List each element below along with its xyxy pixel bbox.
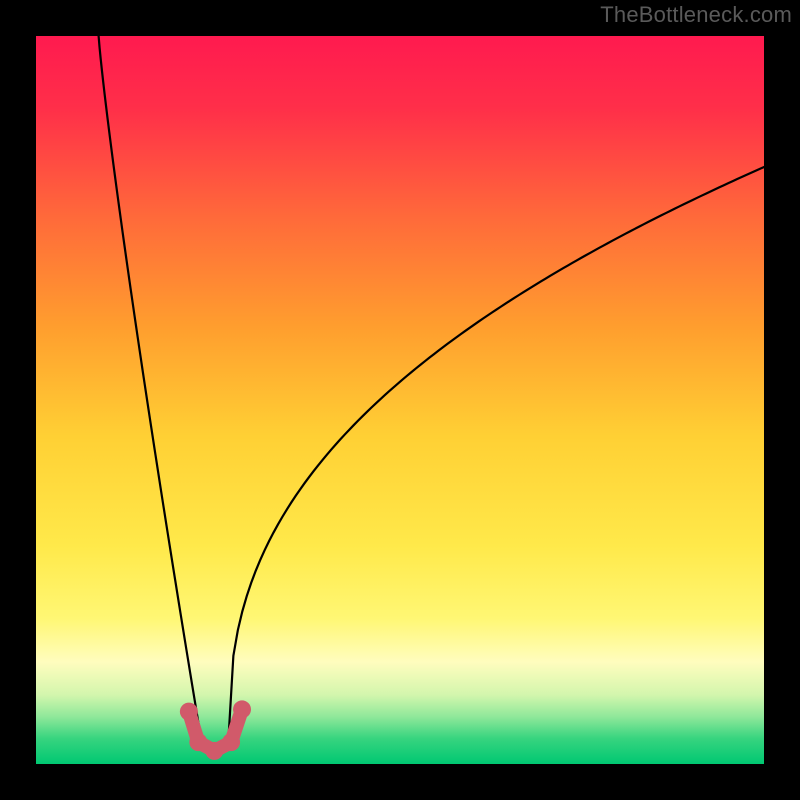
marker-dot bbox=[222, 733, 240, 751]
gradient-background bbox=[36, 36, 764, 764]
watermark-text: TheBottleneck.com bbox=[600, 2, 792, 28]
marker-dot bbox=[205, 742, 223, 760]
chart-container: TheBottleneck.com bbox=[0, 0, 800, 800]
marker-dot bbox=[180, 703, 198, 721]
marker-dot bbox=[189, 733, 207, 751]
plot-area bbox=[36, 36, 764, 764]
marker-dot bbox=[233, 700, 251, 718]
